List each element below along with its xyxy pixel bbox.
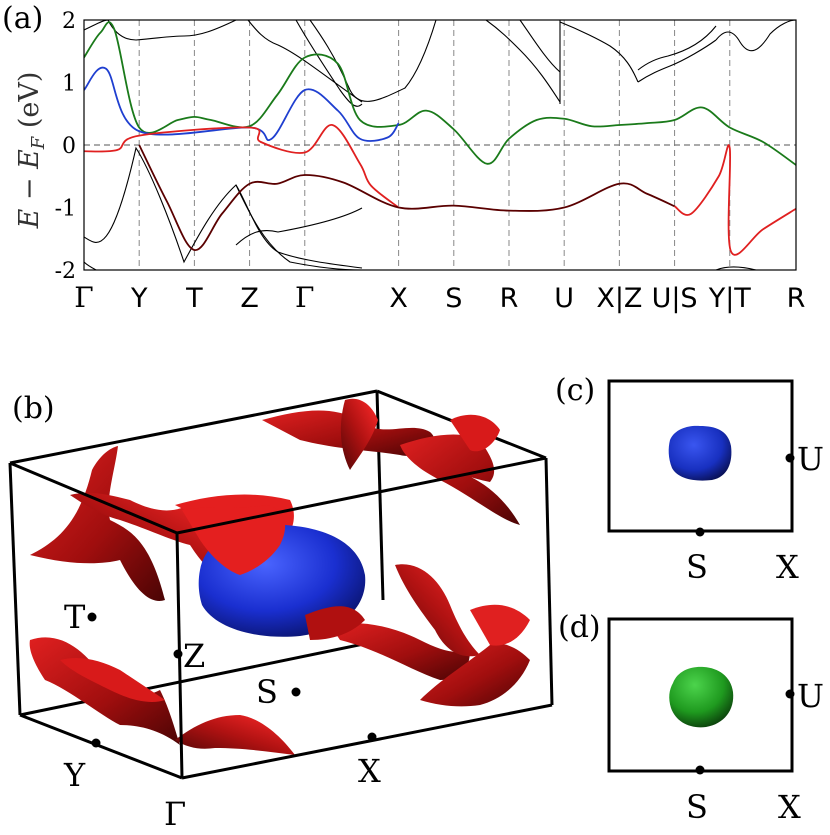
x-tick-label: R <box>500 283 519 314</box>
pocket-c <box>668 425 732 481</box>
label-X-c: X <box>776 548 799 586</box>
x-tick-label: U|S <box>652 283 698 314</box>
label-U-d: U <box>797 677 824 715</box>
hole-surface-front-2 <box>305 606 365 640</box>
band-darkred-3 <box>138 144 675 251</box>
x-tick-labels: Γ Y T Z Γ X S R U X|Z U|S Y|T R <box>74 281 805 314</box>
point-X-dot <box>367 732 377 742</box>
hole-surface-front <box>182 505 286 575</box>
label-T: T <box>64 598 86 636</box>
pocket-d <box>669 666 734 728</box>
label-Gamma: Γ <box>164 795 186 833</box>
x-tick-label: X|Z <box>596 283 642 314</box>
bz-points: T Z S X Y Γ <box>63 598 381 833</box>
ylabel-unit: (eV) <box>14 72 45 129</box>
ylabel-main: E − E <box>14 149 45 229</box>
plot-frame <box>83 19 797 271</box>
y-tick-label: 1 <box>62 72 76 97</box>
label-S-c: S <box>686 548 708 586</box>
band-red-4 <box>674 144 796 256</box>
band-green-0 <box>84 21 796 166</box>
label-Z: Z <box>183 637 205 675</box>
y-tick-labels: 2 1 0 -1 -2 <box>55 9 76 284</box>
y-tick-label: -2 <box>55 259 76 284</box>
label-S: S <box>256 673 278 711</box>
label-X: X <box>358 752 381 790</box>
point-T-dot <box>87 612 97 622</box>
x-tick-label: T <box>185 283 203 314</box>
point-S-c-dot <box>695 527 705 537</box>
bz-cut-d: S X U <box>607 617 824 826</box>
x-tick-label: Γ <box>295 281 314 314</box>
label-X-d: X <box>778 788 801 826</box>
bz-cut-c: S X U <box>607 379 824 586</box>
band-blue-1 <box>84 66 400 142</box>
panel-label-c: (c) <box>555 373 595 408</box>
band-red-2 <box>84 124 400 209</box>
point-U-d-dot <box>785 689 795 699</box>
point-S-dot <box>291 687 301 697</box>
x-tick-label: R <box>787 283 806 314</box>
x-tick-label: Γ <box>74 281 93 314</box>
x-tick-label: Y <box>130 283 148 314</box>
y-tick-label: 0 <box>62 134 76 159</box>
band-structure <box>84 20 796 270</box>
x-tick-label: Y|T <box>708 283 752 314</box>
black-bands <box>84 20 796 270</box>
point-U-c-dot <box>785 453 795 463</box>
point-Y-dot <box>91 738 101 748</box>
colored-bands <box>84 21 796 256</box>
y-tick-label: 2 <box>62 9 76 34</box>
y-tick-label: -1 <box>55 197 76 222</box>
label-Y: Y <box>63 756 86 794</box>
y-axis-label: E − EF (eV) <box>14 72 49 230</box>
label-U-c: U <box>797 440 824 478</box>
label-S-d: S <box>686 788 708 826</box>
panel-label-b: (b) <box>12 391 55 426</box>
brillouin-zone-3d: T Z S X Y Γ <box>8 389 554 833</box>
panel-label-a: (a) <box>2 1 43 36</box>
x-tick-label: S <box>445 283 462 314</box>
x-tick-label: U <box>554 283 574 314</box>
ylabel-subscript: F <box>28 135 49 150</box>
point-S-d-dot <box>695 765 705 775</box>
svg-text:E − EF (eV): E − EF (eV) <box>14 72 49 230</box>
point-Z-dot <box>173 649 183 659</box>
x-tick-label: X <box>389 283 408 314</box>
panel-label-d: (d) <box>558 610 601 645</box>
x-tick-label: Z <box>240 283 259 314</box>
